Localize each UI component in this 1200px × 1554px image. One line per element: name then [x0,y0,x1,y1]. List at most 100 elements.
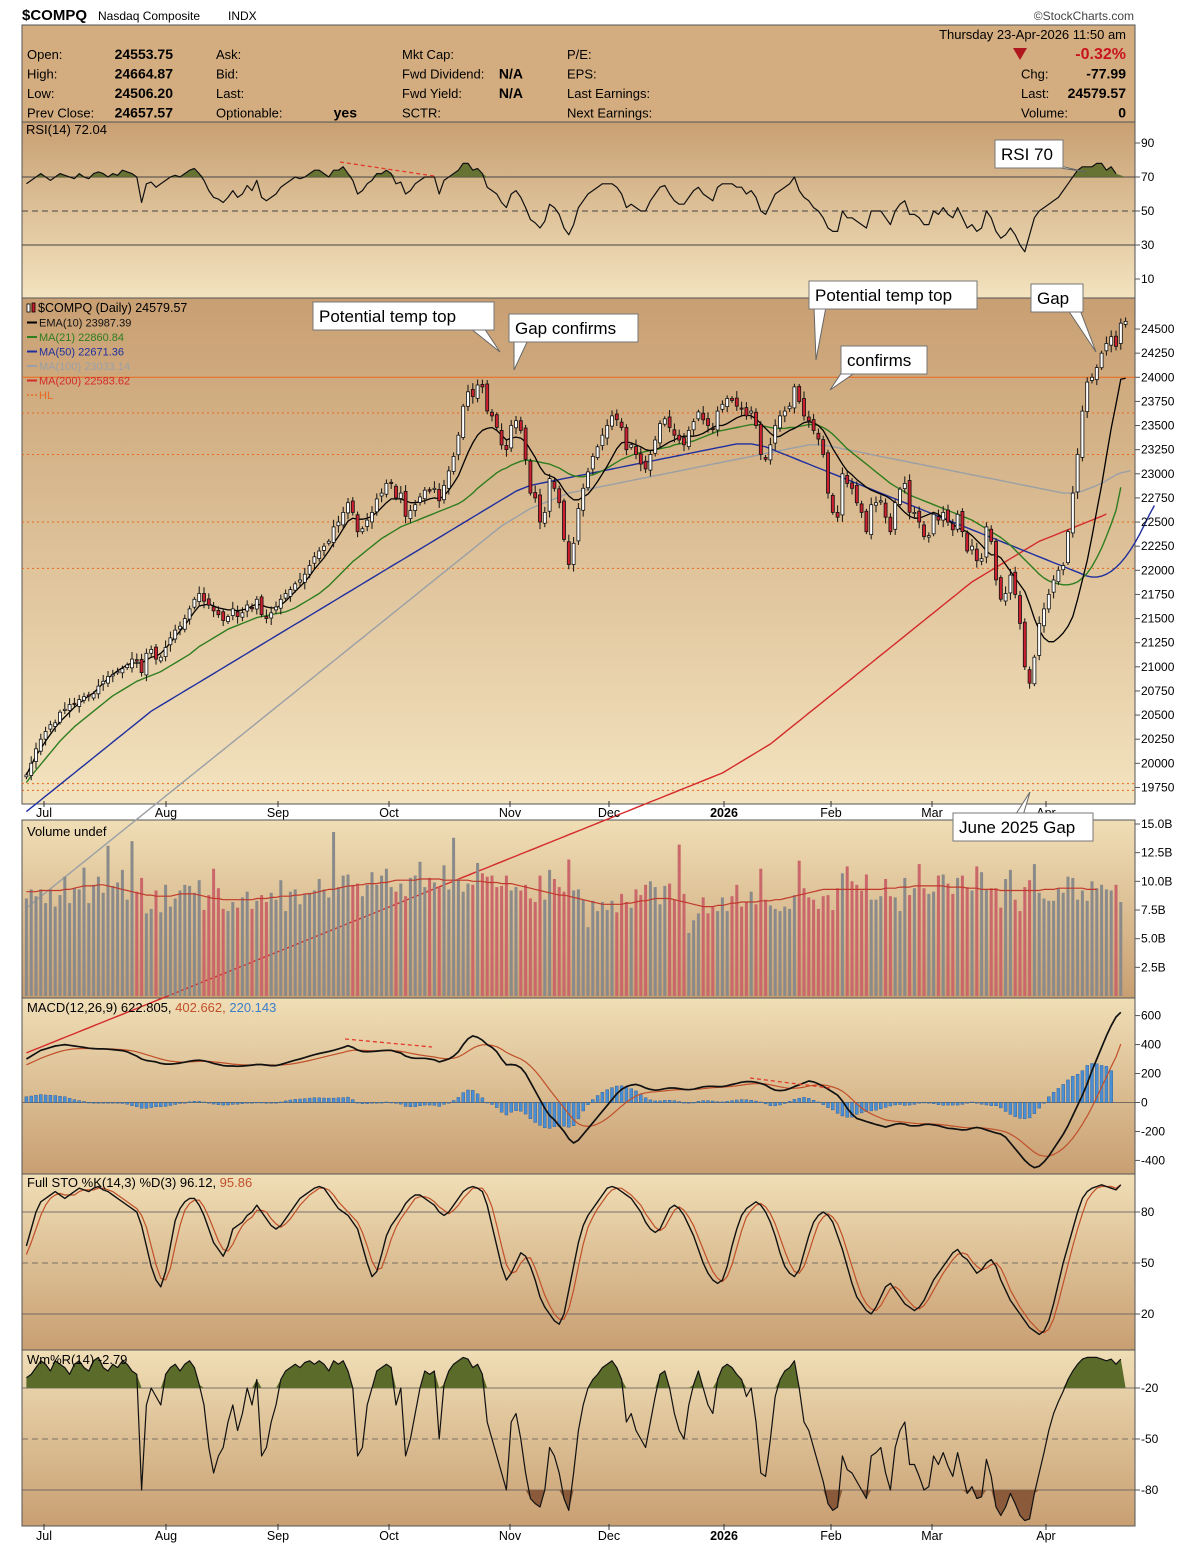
candle-body [365,519,370,527]
macd-histogram-bar [797,1098,801,1103]
candle-body [830,494,835,513]
macd-histogram-bar [480,1097,485,1103]
candle-body [643,460,648,470]
price-tick-label: 23000 [1141,467,1175,481]
candle-body [418,496,422,503]
volume-bar [29,889,33,996]
annotation-confirms-join [843,370,855,373]
wr-line [26,1356,1122,1522]
candle-body [518,420,523,431]
candle-body [197,593,202,603]
candle-body [523,427,528,460]
volume-bar [293,889,297,996]
symbol-title: $COMPQ [22,7,87,24]
macd-histogram-bar [941,1102,945,1106]
sto-k-value: Full STO %K(14,3) %D(3) 96.12, [27,1175,220,1190]
volume-bar [58,895,62,996]
macd-histogram-bar [437,1102,441,1107]
volume-bar [1008,869,1012,996]
rsi-tick-label: 70 [1141,170,1155,184]
candle-body [322,545,326,551]
legend-label: HL [39,390,53,402]
candle-body [72,702,77,705]
volume-bar [380,875,384,996]
volume-bar [149,908,153,996]
candle-body [48,724,53,730]
candle-body [902,482,907,489]
price-tick-label: 20000 [1141,756,1175,770]
candle-body [163,647,168,658]
macd-histogram-bar [447,1102,451,1104]
candle-body [1090,376,1094,381]
x-top-label: Sep [267,806,289,820]
candle-body [1104,343,1109,352]
macd-histogram-bar [691,1101,696,1104]
x-bottom-label: Apr [1036,1529,1055,1543]
macd-histogram-bar [327,1097,331,1103]
macd-histogram-bar [43,1094,48,1103]
candle-body [139,658,144,673]
volume-bar [644,884,648,996]
annotation-temp-top-2-box [808,280,978,310]
macd-histogram-bar [999,1102,1003,1109]
volume-bar [140,877,144,996]
header-field-c1l-0: Open: [27,47,62,62]
volume-bar [596,911,600,996]
volume-bar [687,932,691,996]
x-axis-bottom: Jul Aug Sep Oct Nov Dec 2026 Feb Mar Apr [36,1524,1056,1543]
candle-body [1056,569,1061,583]
candle-body [154,646,158,660]
candle-body [1118,322,1123,344]
macd-histogram-bar [552,1102,557,1127]
candle-body [701,412,706,421]
volume-bar [308,892,312,996]
volume-bar [586,927,590,996]
volume-bar [226,911,230,996]
candle-body [1066,531,1070,564]
volume-bar [970,890,974,996]
macd-histogram-bar [173,1102,177,1105]
macd-histogram-bar [312,1097,317,1103]
candle-body [696,411,701,420]
macd-histogram-bar [912,1102,917,1105]
volume-tick-label: 10.0B [1141,874,1172,888]
volume-bar [519,890,523,996]
volume-bar [394,891,398,996]
candle-body [34,748,38,762]
macd-histogram-bar [264,1102,269,1104]
volume-bar [428,877,432,996]
candle-body [1013,571,1018,595]
candle-body [485,383,490,412]
price-tick-label: 23500 [1141,419,1175,433]
macd-histogram-bar [778,1102,782,1106]
candle-body [384,482,389,495]
macd-histogram-bar [168,1102,173,1106]
candle-body [29,762,34,776]
candle-body [1008,574,1013,594]
x-bottom-label: Dec [598,1529,620,1543]
candle-body [816,432,821,440]
annotation-gap-join [1069,308,1079,311]
ma100-line [25,444,1131,909]
candle-body [307,565,312,575]
legend-label: MA(50) 22671.36 [39,347,124,359]
volume-bar [135,891,139,996]
candle-body [288,589,293,597]
volume-bar [783,906,787,996]
macd-divergence-line-1 [344,1038,433,1048]
ma21-line [25,423,1122,784]
macd-histogram-bar [178,1102,182,1104]
volume-bar [39,889,43,996]
candle-body [379,492,384,497]
annotation-confirms-text: confirms [847,351,911,370]
candle-body [374,498,379,513]
candle-body [888,516,893,533]
candle-body [802,398,806,417]
macd-histogram-bar [744,1099,749,1103]
candle-body [1099,352,1104,369]
candle-body [754,411,758,426]
candle-body [811,419,816,431]
header-field-c2l-3: Optionable: [216,106,283,121]
macd-histogram-bar [821,1102,825,1105]
volume-bar [754,904,758,996]
